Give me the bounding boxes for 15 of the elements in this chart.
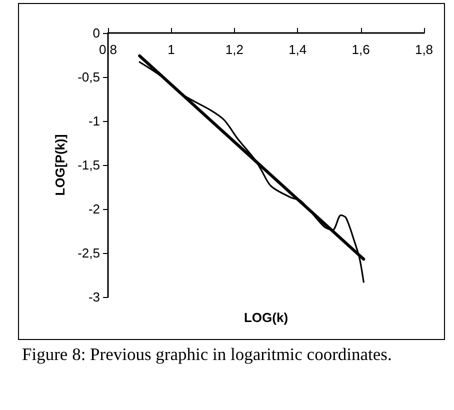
x-tick-label: 1,8 xyxy=(414,42,434,57)
x-tick-label: 1,2 xyxy=(225,42,244,57)
y-tick-label: 0 xyxy=(92,26,100,40)
y-tick-label: -1 xyxy=(88,114,100,128)
caption: Figure 8: Previous graphic in logaritmic coordinates. xyxy=(21,344,393,365)
y-tick-label: -3 xyxy=(88,290,100,304)
y-tick-label: -0,5 xyxy=(78,70,100,84)
x-axis-title: LOG(k) xyxy=(244,310,288,325)
y-tick-label: -2,5 xyxy=(78,246,100,260)
x-tick-label: 1,6 xyxy=(352,42,370,57)
y-tick-label: -2 xyxy=(88,202,100,216)
y-axis-title: LOG[P(k)] xyxy=(52,134,68,196)
x-tick-label: 1 xyxy=(168,42,175,57)
x-tick-label: 1,4 xyxy=(288,42,307,57)
y-tick-label: -1,5 xyxy=(78,158,100,172)
